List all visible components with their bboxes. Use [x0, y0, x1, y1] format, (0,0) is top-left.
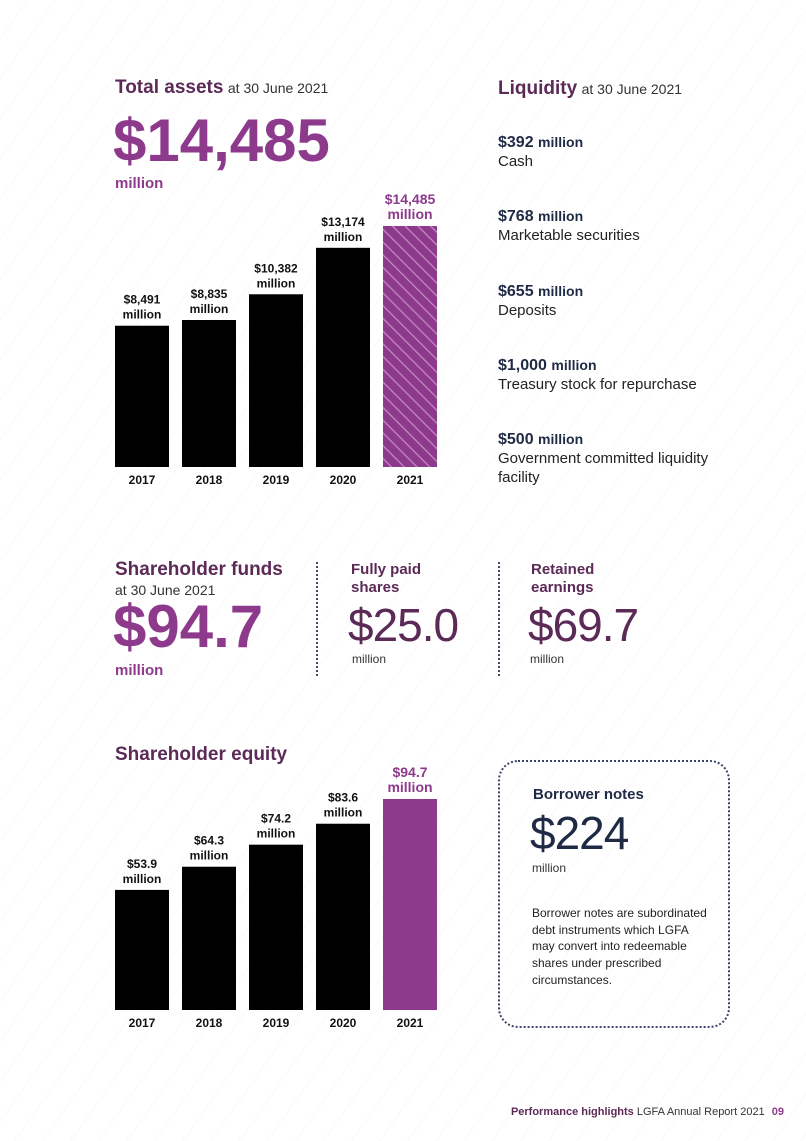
- liquidity-value: $500: [498, 431, 534, 448]
- shareholder-funds-title: Shareholder funds: [115, 559, 283, 580]
- total-assets-value: $14,485: [113, 107, 330, 174]
- liquidity-label: Cash: [498, 153, 534, 170]
- data-label-value: $64.3: [194, 834, 224, 848]
- retained-earnings-unit: million: [530, 652, 565, 666]
- data-label-unit: million: [190, 849, 229, 863]
- data-label-value: $10,382: [254, 261, 298, 275]
- tick-label: 2017: [129, 1016, 156, 1030]
- liquidity-item: $768 million Marketable securities: [498, 208, 640, 245]
- liquidity-unit: million: [538, 283, 584, 299]
- tick-label: 2018: [196, 1016, 223, 1030]
- data-label-value: $13,174: [321, 215, 365, 229]
- divider: [316, 562, 318, 676]
- liquidity-value: $392: [498, 134, 534, 151]
- borrower-notes-value: $224: [530, 807, 629, 859]
- page-number: 09: [771, 1106, 784, 1118]
- data-label-unit: million: [257, 827, 296, 841]
- shareholder-equity-title: Shareholder equity: [115, 744, 288, 765]
- shareholder-funds-unit: million: [115, 662, 164, 679]
- liquidity-unit: million: [551, 357, 597, 373]
- data-label-value: $74.2: [261, 812, 291, 826]
- bar-2017: [115, 889, 169, 1010]
- data-label-unit: million: [387, 206, 432, 222]
- total-assets-heading: Total assets at 30 June 2021: [115, 77, 328, 99]
- bar-2018: [182, 866, 236, 1010]
- tick-label: 2021: [397, 1016, 424, 1030]
- shareholder-funds-value: $94.7: [113, 593, 264, 660]
- liquidity-label: Government committed liquidity facility: [498, 450, 709, 486]
- page-footer: Performance highlights LGFA Annual Repor…: [511, 1106, 784, 1118]
- liquidity-label: Marketable securities: [498, 227, 640, 244]
- liquidity-unit: million: [538, 431, 584, 447]
- data-label-unit: million: [190, 302, 229, 316]
- liquidity-label: Deposits: [498, 302, 557, 319]
- bar-2018: [182, 320, 236, 467]
- data-label-unit: million: [257, 276, 296, 290]
- bar-2021: [383, 799, 437, 1010]
- shareholder-funds-subtitle: at 30 June 2021: [115, 582, 216, 598]
- retained-earnings-value: $69.7: [528, 599, 639, 651]
- footer-section: Performance highlights: [510, 1106, 634, 1118]
- data-label-value: $14,485: [385, 191, 436, 207]
- liquidity-unit: million: [538, 208, 584, 224]
- tick-label: 2020: [330, 473, 357, 487]
- data-label-unit: million: [324, 230, 363, 244]
- bar-2020: [316, 247, 370, 467]
- tick-label: 2020: [330, 1016, 357, 1030]
- liquidity-subtitle: at 30 June 2021: [581, 81, 683, 97]
- liquidity-item: $500 million Government committed liquid…: [498, 431, 718, 487]
- liquidity-unit: million: [538, 134, 584, 150]
- tick-label: 2021: [397, 473, 424, 487]
- data-label-unit: million: [324, 806, 363, 820]
- bar-2020: [316, 823, 370, 1010]
- borrower-notes-title: Borrower notes: [533, 786, 644, 803]
- data-label-unit: million: [387, 779, 432, 795]
- liquidity-item: $655 million Deposits: [498, 283, 583, 320]
- footer-report: LGFA Annual Report 2021: [636, 1106, 765, 1118]
- fully-paid-shares-label: Fully paid shares: [351, 561, 422, 596]
- tick-label: 2018: [196, 473, 223, 487]
- liquidity-value: $768: [498, 208, 534, 225]
- fully-paid-shares-unit: million: [352, 652, 387, 666]
- tick-label: 2019: [263, 1016, 290, 1030]
- borrower-notes-unit: million: [532, 861, 567, 875]
- liquidity-item: $392 million Cash: [498, 134, 583, 171]
- bar-2021: [383, 226, 437, 467]
- data-label-unit: million: [123, 872, 162, 886]
- data-label-value: $94.7: [392, 764, 427, 780]
- tick-label: 2019: [263, 473, 290, 487]
- bar-2019: [249, 844, 303, 1010]
- liquidity-title: Liquidity: [498, 78, 578, 99]
- total-assets-unit: million: [115, 175, 164, 192]
- liquidity-label: Treasury stock for repurchase: [498, 376, 697, 393]
- total-assets-subtitle: at 30 June 2021: [227, 80, 329, 96]
- total-assets-title: Total assets: [115, 77, 224, 98]
- borrower-notes-description: Borrower notes are subordinated debt ins…: [532, 906, 707, 987]
- data-label-unit: million: [123, 308, 162, 322]
- liquidity-value: $1,000: [498, 357, 547, 374]
- retained-earnings-label: Retained earnings: [531, 561, 595, 596]
- liquidity-value: $655: [498, 283, 534, 300]
- data-label-value: $8,491: [124, 293, 161, 307]
- data-label-value: $53.9: [127, 857, 157, 871]
- fully-paid-shares-value: $25.0: [348, 599, 459, 651]
- bar-2017: [115, 325, 169, 467]
- bar-2019: [249, 294, 303, 467]
- divider: [498, 562, 500, 676]
- borrower-notes-box: [498, 760, 730, 1028]
- liquidity-item: $1,000 million Treasury stock for repurc…: [498, 357, 697, 394]
- liquidity-heading: Liquidity at 30 June 2021: [498, 78, 682, 100]
- tick-label: 2017: [129, 473, 156, 487]
- data-label-value: $8,835: [191, 287, 228, 301]
- data-label-value: $83.6: [328, 791, 358, 805]
